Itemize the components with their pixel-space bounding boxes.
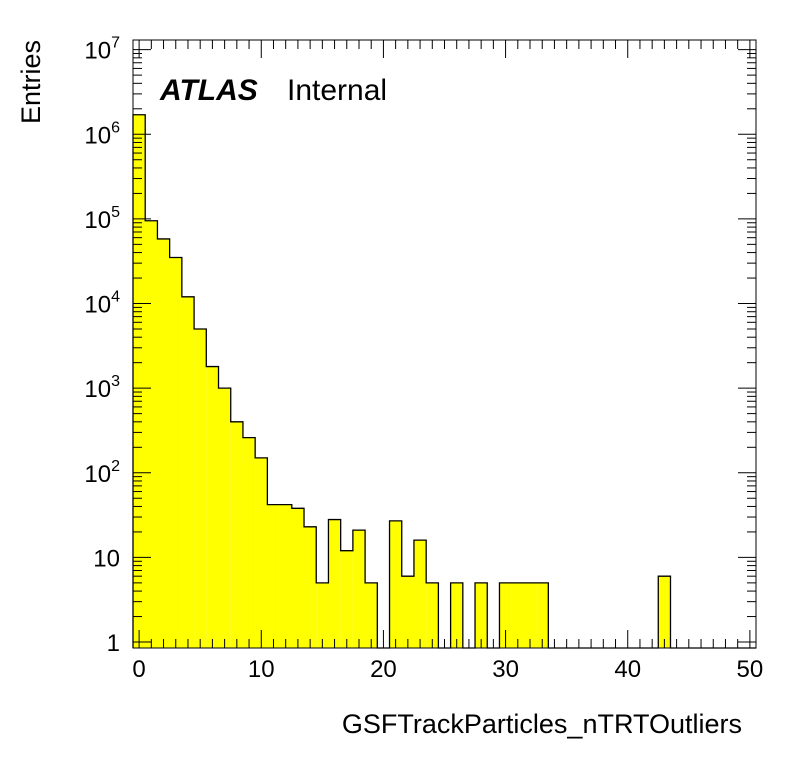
histogram-bar	[230, 421, 243, 648]
histogram-bar	[365, 582, 378, 648]
histogram-bar	[157, 238, 170, 648]
atlas-label: ATLAS	[159, 74, 258, 107]
histogram-bar	[291, 508, 305, 648]
histogram-bar	[450, 582, 463, 648]
y-tick-label: 106	[84, 119, 120, 149]
x-tick-label: 0	[132, 656, 145, 683]
histogram-bar	[218, 388, 231, 648]
histogram-bar	[169, 257, 182, 648]
histogram-bar	[255, 457, 268, 648]
x-axis-title: GSFTrackParticles_nTRTOutliers	[342, 709, 742, 739]
histogram-bar	[242, 437, 256, 648]
histogram-bar	[352, 530, 366, 648]
y-tick-label: 103	[84, 373, 120, 403]
x-tick-labels: 0 10 20 30 40 50	[132, 656, 763, 683]
histogram-bar	[194, 328, 207, 648]
histogram-bar	[316, 582, 329, 648]
histogram-bar	[536, 582, 549, 648]
histogram-bar	[328, 519, 341, 648]
histogram-bar	[181, 296, 195, 648]
histogram-bar	[304, 526, 317, 648]
histogram-bar	[279, 504, 292, 648]
histogram-bar	[267, 504, 280, 648]
histogram-bar	[133, 114, 146, 648]
histogram-bar	[340, 550, 353, 648]
histogram-bar	[206, 366, 219, 648]
y-tick-label: 10	[93, 545, 120, 572]
x-tick-label: 40	[614, 656, 641, 683]
histogram-bar	[389, 520, 402, 648]
axis-ticks	[133, 40, 756, 648]
y-tick-label: 105	[84, 204, 120, 234]
y-axis-title: Entries	[16, 40, 46, 124]
histogram-bar	[523, 582, 537, 648]
histogram-bar	[511, 582, 524, 648]
histogram-bars	[132, 114, 756, 649]
y-tick-label: 1	[107, 630, 120, 657]
histogram-bar	[658, 576, 671, 648]
histogram-bar	[426, 582, 439, 648]
internal-label: Internal	[287, 74, 387, 107]
histogram-bar	[145, 220, 158, 648]
x-tick-label: 50	[737, 656, 764, 683]
plot-frame	[132, 39, 757, 649]
y-tick-label: 102	[84, 458, 120, 488]
histogram-bar	[499, 582, 512, 648]
histogram-bar	[475, 582, 488, 648]
histogram-bar	[413, 540, 427, 648]
x-tick-label: 30	[492, 656, 519, 683]
y-tick-labels: 1 10 102 103 104 105 106 107	[84, 35, 120, 657]
y-tick-label: 104	[84, 289, 120, 319]
x-tick-label: 10	[248, 656, 275, 683]
histogram-bar	[401, 576, 414, 648]
y-tick-label: 107	[84, 35, 120, 65]
x-tick-label: 20	[370, 656, 397, 683]
